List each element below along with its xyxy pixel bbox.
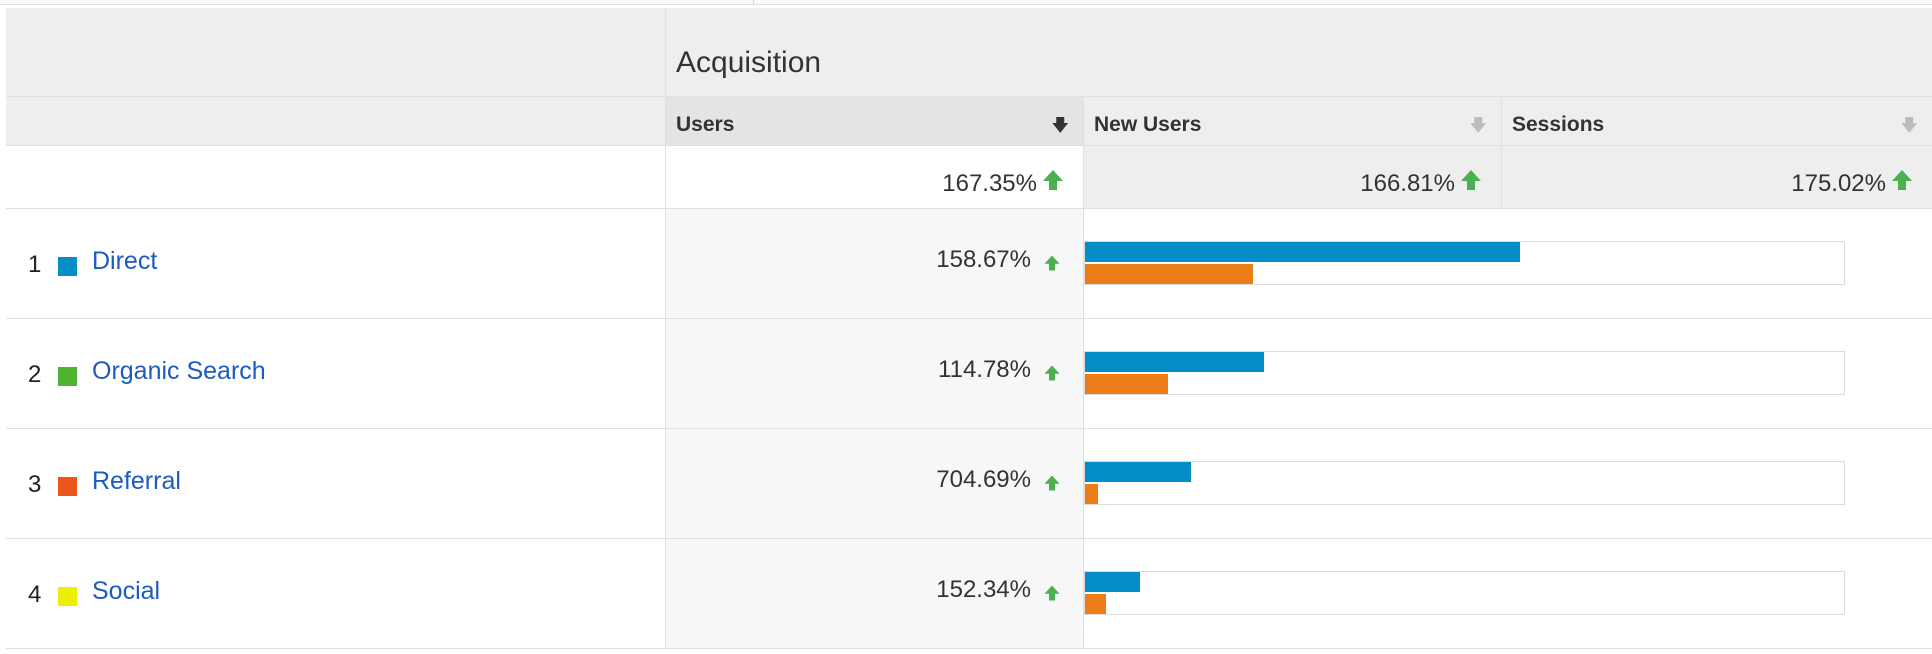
comparison-bar-track xyxy=(1084,351,1845,395)
column-header-sessions[interactable]: Sessions 🡇 xyxy=(1502,97,1932,145)
arrow-down-icon[interactable]: 🡇 xyxy=(1469,116,1487,135)
current-period-bar xyxy=(1085,242,1520,262)
channel-cell: 1 Direct xyxy=(6,209,666,318)
top-divider xyxy=(0,0,1932,5)
group-title: Acquisition xyxy=(676,46,822,79)
color-swatch xyxy=(58,587,77,606)
row-index: 3 xyxy=(28,471,42,498)
comparison-bar-cell xyxy=(1084,429,1932,538)
total-users-value: 167.35% xyxy=(942,170,1037,197)
color-swatch xyxy=(58,367,77,386)
row-index: 2 xyxy=(28,361,42,388)
increase-arrow-icon xyxy=(1044,365,1060,381)
acquisition-table: Acquisition Users 🡇 New Users 🡇 Sessions… xyxy=(6,8,1932,654)
total-sessions-cell: 175.02% xyxy=(1502,146,1932,208)
total-new-users-value: 166.81% xyxy=(1360,170,1455,197)
totals-blank xyxy=(6,146,666,208)
users-change-value: 152.34% xyxy=(936,576,1031,603)
comparison-bar-cell xyxy=(1084,209,1932,318)
color-swatch xyxy=(58,477,77,496)
channel-link-social[interactable]: Social xyxy=(92,577,161,605)
previous-period-bar xyxy=(1085,594,1107,614)
channel-link-direct[interactable]: Direct xyxy=(92,247,158,275)
comparison-bar-cell xyxy=(1084,319,1932,428)
column-header-row: Users 🡇 New Users 🡇 Sessions 🡇 xyxy=(6,97,1932,146)
increase-arrow-icon xyxy=(1461,170,1481,190)
column-header-blank xyxy=(6,97,666,145)
column-header-label: Sessions xyxy=(1512,113,1605,136)
table-row: 2 Organic Search 114.78% xyxy=(6,319,1932,429)
arrow-down-icon[interactable]: 🡇 xyxy=(1051,116,1069,135)
row-index: 4 xyxy=(28,581,42,608)
users-change-cell: 152.34% xyxy=(666,539,1084,648)
users-change-cell: 114.78% xyxy=(666,319,1084,428)
column-header-label: Users xyxy=(676,113,735,136)
group-header-row: Acquisition xyxy=(6,8,1932,97)
table-row: 3 Referral 704.69% xyxy=(6,429,1932,539)
users-change-cell: 158.67% xyxy=(666,209,1084,318)
current-period-bar xyxy=(1085,352,1265,372)
increase-arrow-icon xyxy=(1043,170,1063,190)
channel-link-referral[interactable]: Referral xyxy=(92,467,181,495)
increase-arrow-icon xyxy=(1892,170,1912,190)
comparison-bar-track xyxy=(1084,241,1845,285)
current-period-bar xyxy=(1085,572,1141,592)
total-sessions-value: 175.02% xyxy=(1791,170,1886,197)
channel-link-organic-search[interactable]: Organic Search xyxy=(92,357,266,385)
comparison-bar-track xyxy=(1084,461,1845,505)
totals-row: 167.35% 166.81% 175.02% xyxy=(6,146,1932,209)
previous-period-bar xyxy=(1085,484,1098,504)
increase-arrow-icon xyxy=(1044,475,1060,491)
channel-cell: 3 Referral xyxy=(6,429,666,538)
total-users-cell: 167.35% xyxy=(666,146,1084,208)
column-header-label: New Users xyxy=(1094,113,1202,136)
channel-cell: 2 Organic Search xyxy=(6,319,666,428)
column-header-users[interactable]: Users 🡇 xyxy=(666,97,1084,145)
comparison-bar-track xyxy=(1084,571,1845,615)
channel-cell: 4 Social xyxy=(6,539,666,648)
previous-period-bar xyxy=(1085,264,1253,284)
users-change-value: 114.78% xyxy=(938,356,1031,383)
table-row: 4 Social 152.34% xyxy=(6,539,1932,649)
color-swatch xyxy=(58,257,77,276)
users-change-value: 158.67% xyxy=(936,246,1031,273)
comparison-bar-cell xyxy=(1084,539,1932,648)
table-row: 1 Direct 158.67% xyxy=(6,209,1932,319)
arrow-down-icon[interactable]: 🡇 xyxy=(1900,116,1918,135)
column-header-new-users[interactable]: New Users 🡇 xyxy=(1084,97,1502,145)
previous-period-bar xyxy=(1085,374,1169,394)
row-index: 1 xyxy=(28,251,42,278)
increase-arrow-icon xyxy=(1044,255,1060,271)
current-period-bar xyxy=(1085,462,1191,482)
group-header-blank xyxy=(6,8,666,96)
total-new-users-cell: 166.81% xyxy=(1084,146,1502,208)
users-change-value: 704.69% xyxy=(936,466,1031,493)
increase-arrow-icon xyxy=(1044,585,1060,601)
users-change-cell: 704.69% xyxy=(666,429,1084,538)
top-divider-tick xyxy=(753,0,754,4)
